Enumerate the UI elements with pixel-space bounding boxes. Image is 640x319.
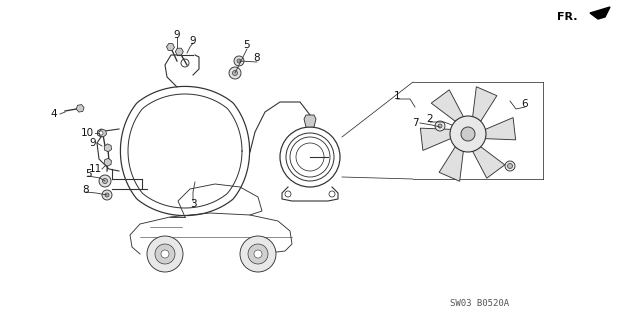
Text: 6: 6	[522, 99, 528, 109]
Circle shape	[181, 59, 189, 67]
Circle shape	[155, 244, 175, 264]
Polygon shape	[175, 48, 183, 55]
Polygon shape	[99, 129, 106, 137]
Text: 9: 9	[189, 36, 196, 46]
Circle shape	[248, 244, 268, 264]
Circle shape	[147, 236, 183, 272]
Circle shape	[285, 191, 291, 197]
Circle shape	[234, 56, 244, 66]
Polygon shape	[97, 129, 104, 137]
Circle shape	[450, 116, 486, 152]
Text: 9: 9	[90, 138, 96, 148]
Polygon shape	[76, 105, 84, 112]
Circle shape	[99, 175, 111, 187]
Circle shape	[232, 70, 237, 76]
Text: 4: 4	[51, 109, 58, 119]
Circle shape	[329, 191, 335, 197]
Text: 8: 8	[83, 185, 90, 195]
Circle shape	[435, 121, 445, 131]
Polygon shape	[485, 118, 516, 140]
Polygon shape	[473, 147, 505, 178]
Text: SW03 B0520A: SW03 B0520A	[450, 300, 509, 308]
Polygon shape	[439, 147, 463, 181]
Polygon shape	[166, 43, 175, 51]
Text: 10: 10	[81, 128, 93, 138]
Circle shape	[161, 250, 169, 258]
Text: 8: 8	[253, 53, 260, 63]
Circle shape	[102, 179, 108, 183]
Circle shape	[461, 127, 475, 141]
Circle shape	[237, 59, 241, 63]
Polygon shape	[420, 128, 451, 151]
Text: 11: 11	[88, 164, 102, 174]
Text: 2: 2	[427, 114, 433, 124]
Polygon shape	[304, 115, 316, 127]
Circle shape	[102, 190, 112, 200]
Circle shape	[254, 250, 262, 258]
Text: 5: 5	[84, 169, 92, 179]
Circle shape	[229, 67, 241, 79]
Text: 5: 5	[244, 40, 250, 50]
Text: FR.: FR.	[557, 12, 578, 22]
Circle shape	[508, 164, 513, 168]
Polygon shape	[104, 144, 111, 152]
Text: 3: 3	[189, 199, 196, 209]
Text: 7: 7	[412, 118, 419, 128]
Circle shape	[240, 236, 276, 272]
Circle shape	[105, 193, 109, 197]
Polygon shape	[590, 7, 610, 19]
Text: 9: 9	[173, 30, 180, 40]
Circle shape	[99, 131, 103, 135]
Text: 1: 1	[394, 91, 400, 101]
Polygon shape	[431, 90, 463, 121]
Polygon shape	[104, 158, 111, 166]
Polygon shape	[473, 87, 497, 121]
Circle shape	[505, 161, 515, 171]
Circle shape	[438, 124, 442, 128]
